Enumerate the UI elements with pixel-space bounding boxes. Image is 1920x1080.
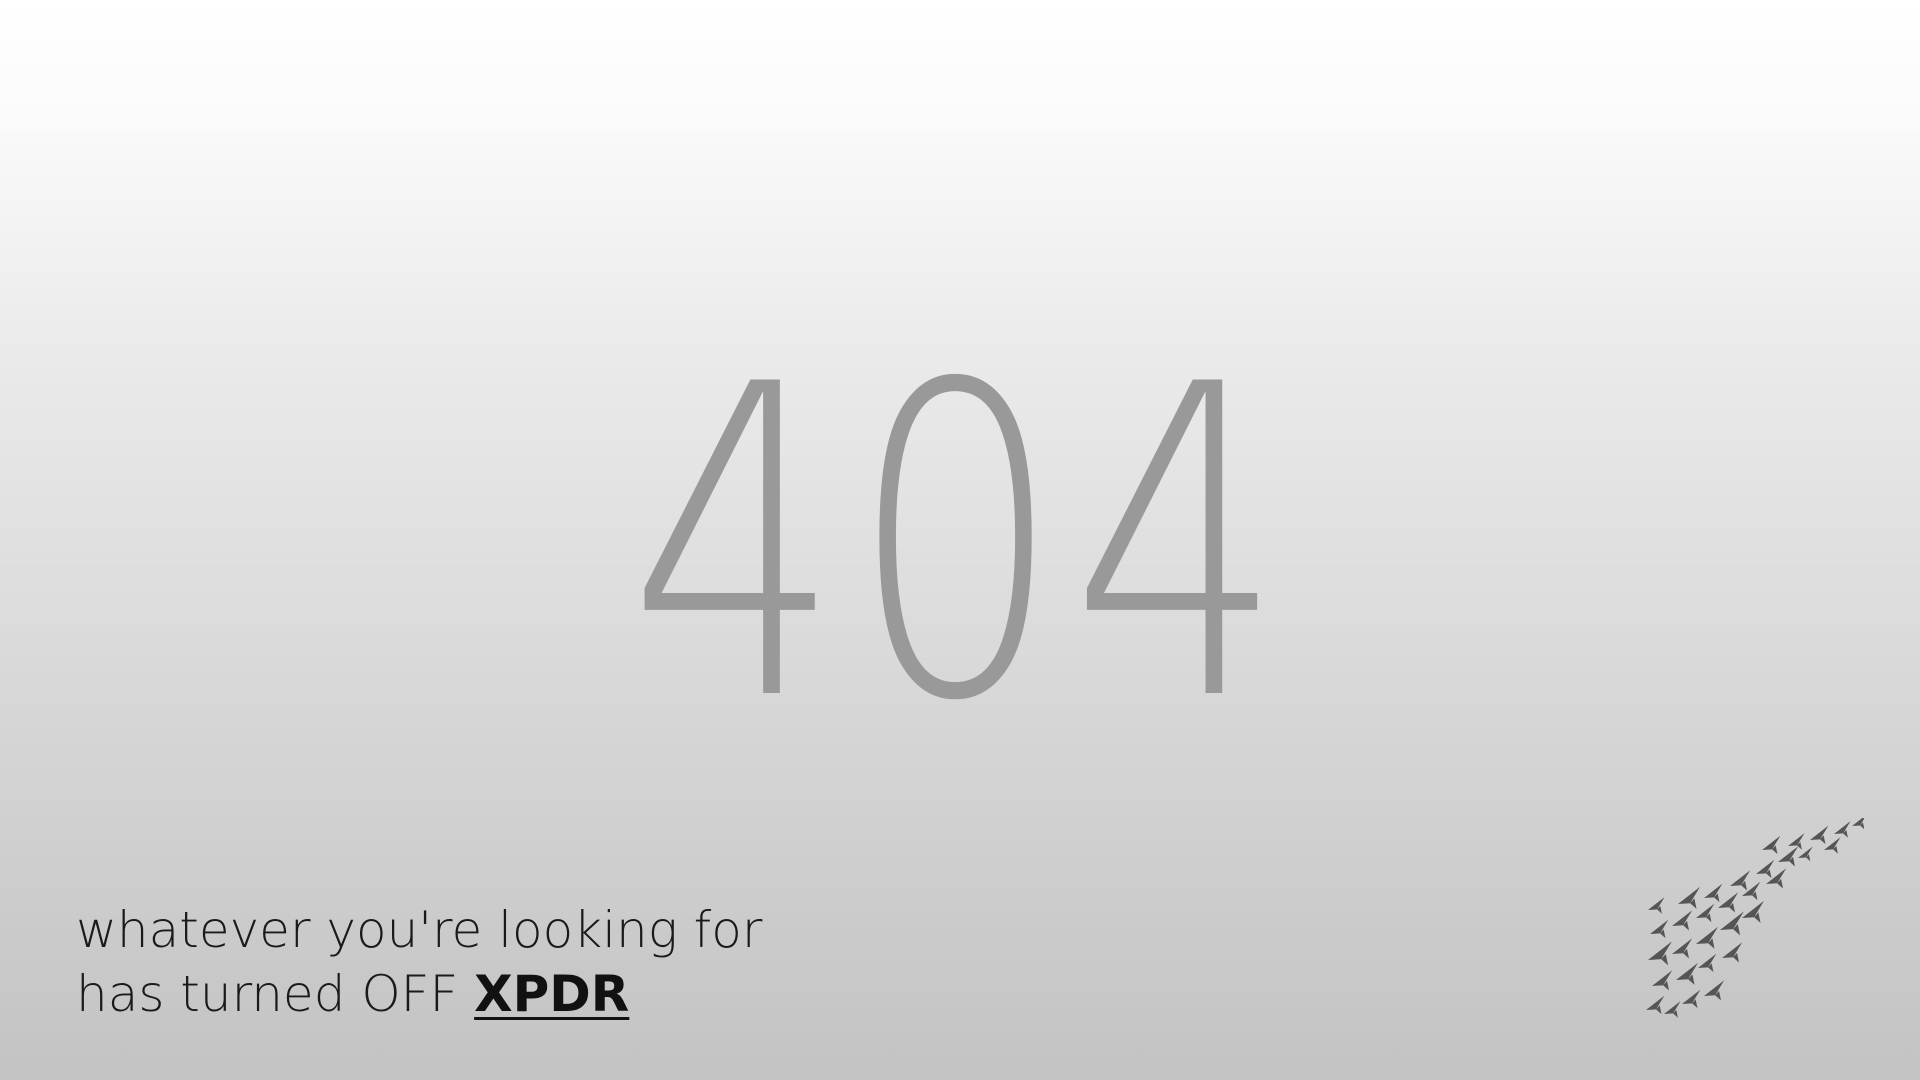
error-message: whatever you're looking for has turned O… xyxy=(76,898,762,1026)
paper-plane-icon xyxy=(1824,837,1841,854)
paper-plane-icon xyxy=(1696,903,1715,923)
paper-plane-icon xyxy=(1756,859,1775,879)
paper-plane-icon xyxy=(1722,942,1743,963)
xpdr-link[interactable]: XPDR xyxy=(474,965,630,1023)
paper-plane-icon xyxy=(1664,1001,1681,1018)
paper-plane-icon xyxy=(1810,825,1829,845)
paper-plane-icon xyxy=(1672,938,1693,959)
error-message-prefix: has turned OFF xyxy=(76,965,475,1023)
paper-plane-icon xyxy=(1762,835,1781,855)
paper-plane-icon xyxy=(1852,818,1864,830)
paper-plane-icon xyxy=(1766,868,1787,889)
error-message-line1: whatever you're looking for xyxy=(76,901,763,959)
paper-plane-icon xyxy=(1648,941,1672,966)
paper-plane-icon xyxy=(1718,892,1739,913)
paper-plane-icon xyxy=(1704,980,1725,1001)
error-message-line2: has turned OFF XPDR xyxy=(76,962,762,1026)
paper-plane-icon xyxy=(1788,833,1805,850)
paper-plane-icon xyxy=(1678,886,1701,909)
error-code: 404 xyxy=(628,295,1292,795)
paper-planes-flock-icon xyxy=(1646,818,1864,1018)
paper-plane-icon xyxy=(1682,989,1701,1009)
paper-plane-icon xyxy=(1778,846,1799,867)
paper-plane-icon xyxy=(1646,995,1665,1015)
paper-plane-icon xyxy=(1720,911,1744,936)
paper-plane-icon xyxy=(1648,897,1665,914)
paper-plane-icon xyxy=(1742,900,1765,923)
paper-plane-icon xyxy=(1672,910,1693,931)
paper-plane-icon xyxy=(1698,953,1717,973)
paper-plane-icon xyxy=(1676,962,1699,985)
paper-plane-icon xyxy=(1652,970,1673,991)
paper-plane-icon xyxy=(1742,881,1761,901)
paper-plane-icon xyxy=(1730,870,1751,891)
paper-plane-icon xyxy=(1650,919,1669,939)
paper-plane-icon xyxy=(1834,821,1851,838)
paper-plane-icon xyxy=(1696,926,1719,949)
paper-plane-icon xyxy=(1704,883,1723,903)
paper-plane-icon xyxy=(1798,846,1813,862)
